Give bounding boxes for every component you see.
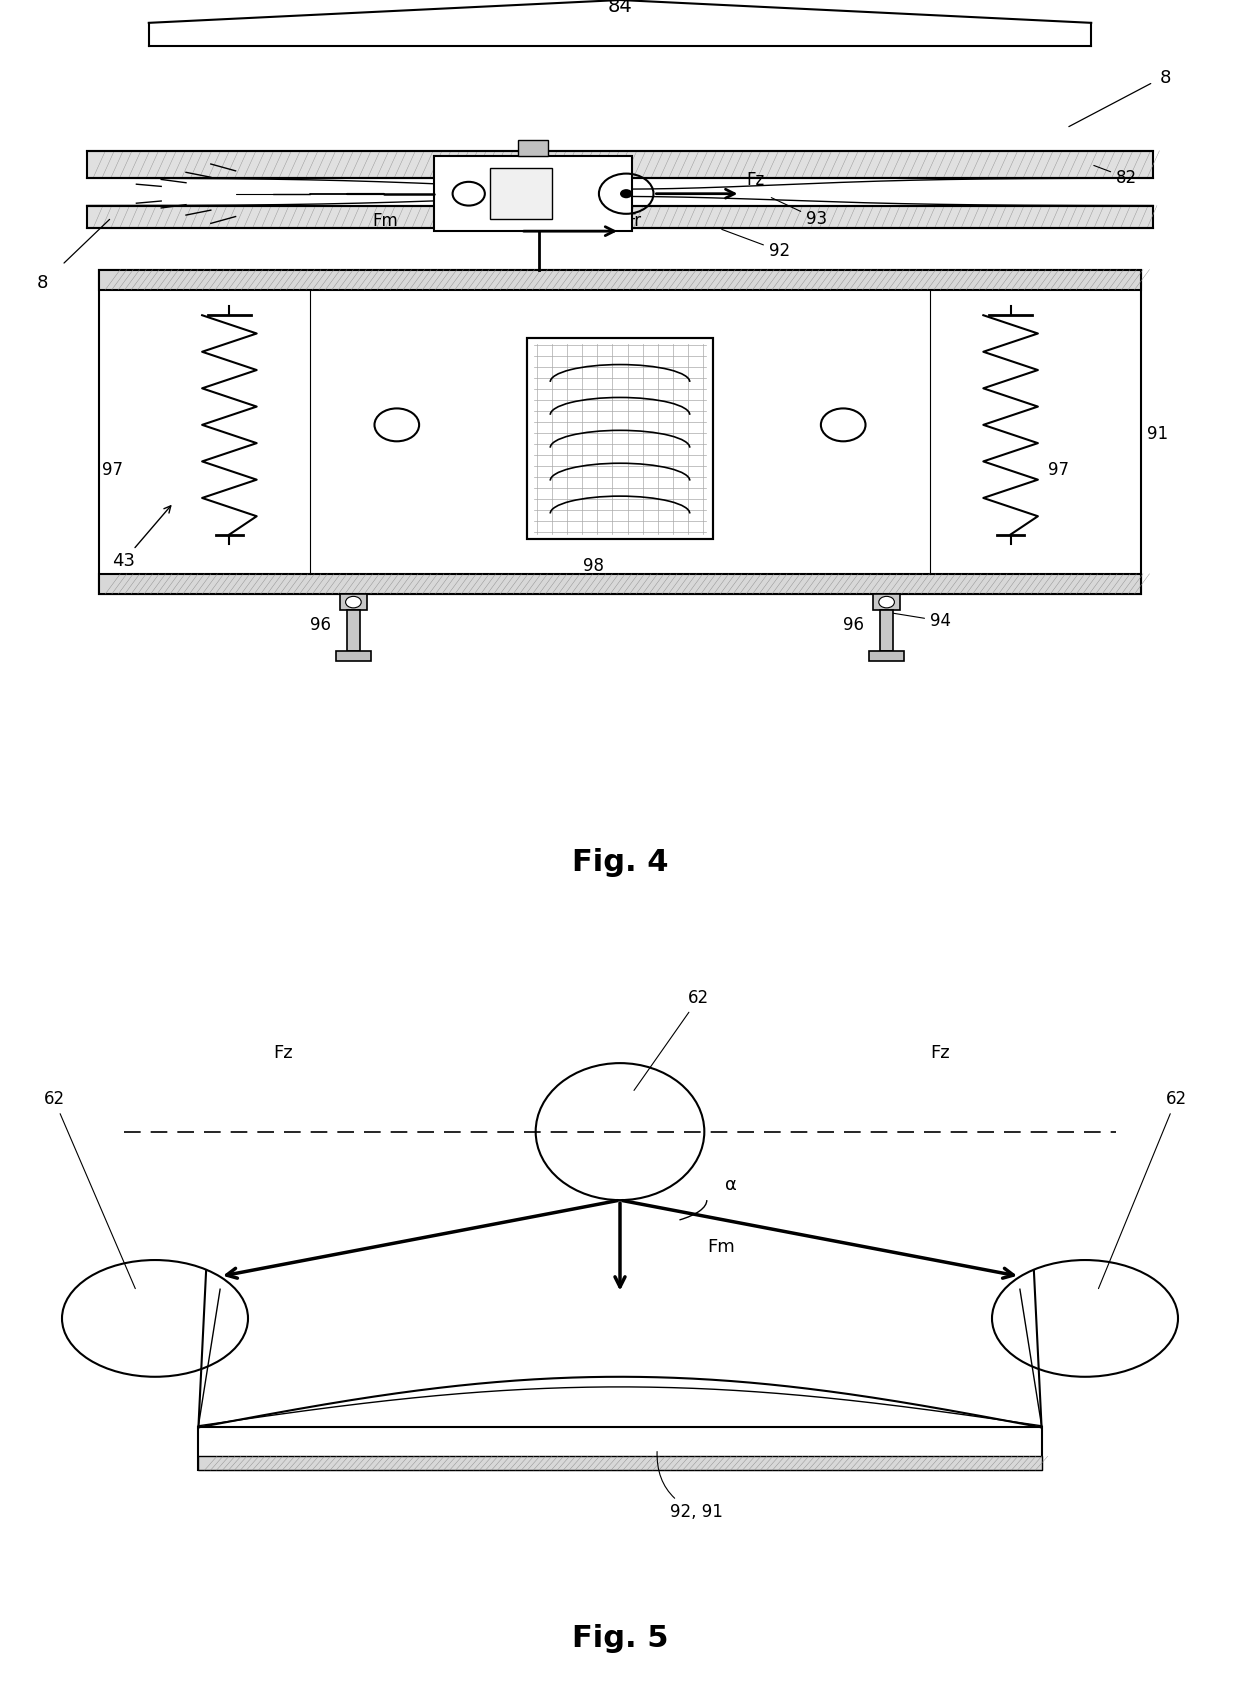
Bar xyxy=(527,338,713,540)
Bar xyxy=(99,269,1141,594)
Bar xyxy=(873,594,900,611)
Bar xyxy=(527,338,713,540)
Text: 62: 62 xyxy=(43,1090,135,1289)
Bar xyxy=(99,269,1141,289)
Text: Fm: Fm xyxy=(372,212,398,230)
Text: Fm: Fm xyxy=(707,1239,734,1255)
Bar xyxy=(198,1428,1042,1470)
Text: 93: 93 xyxy=(771,198,827,228)
Text: 84: 84 xyxy=(608,0,632,17)
Text: Fig. 4: Fig. 4 xyxy=(572,848,668,876)
Text: 8: 8 xyxy=(1159,69,1171,86)
Text: 96: 96 xyxy=(310,616,331,634)
Text: 92, 91: 92, 91 xyxy=(657,1452,723,1521)
Text: Fz: Fz xyxy=(273,1044,293,1061)
Text: 96: 96 xyxy=(843,616,864,634)
Bar xyxy=(340,594,367,611)
Text: 94: 94 xyxy=(889,613,951,629)
Text: 97: 97 xyxy=(102,462,123,479)
Text: 97: 97 xyxy=(1048,462,1069,479)
Bar xyxy=(347,611,360,651)
Bar xyxy=(87,205,1153,228)
Text: α: α xyxy=(725,1176,738,1195)
Bar xyxy=(869,651,904,660)
Text: Fr: Fr xyxy=(626,212,641,230)
Text: 92: 92 xyxy=(722,230,790,261)
Bar xyxy=(99,574,1141,594)
Bar xyxy=(490,168,552,220)
Bar xyxy=(198,1457,1042,1470)
Text: 82: 82 xyxy=(1094,166,1137,186)
Bar xyxy=(336,651,371,660)
Bar xyxy=(518,140,548,156)
Text: 43: 43 xyxy=(112,506,171,570)
Text: 98: 98 xyxy=(583,557,604,575)
Text: Fz: Fz xyxy=(930,1044,950,1061)
Text: 62: 62 xyxy=(634,990,709,1090)
Circle shape xyxy=(620,190,632,198)
Text: Fz: Fz xyxy=(746,171,765,188)
Bar xyxy=(434,156,632,232)
Circle shape xyxy=(346,596,361,607)
Circle shape xyxy=(879,596,894,607)
Text: 62: 62 xyxy=(1099,1090,1187,1289)
Text: 91: 91 xyxy=(1147,425,1168,443)
Text: 8: 8 xyxy=(37,274,48,291)
Bar xyxy=(87,151,1153,178)
Text: Fig. 5: Fig. 5 xyxy=(572,1624,668,1653)
Bar xyxy=(880,611,893,651)
